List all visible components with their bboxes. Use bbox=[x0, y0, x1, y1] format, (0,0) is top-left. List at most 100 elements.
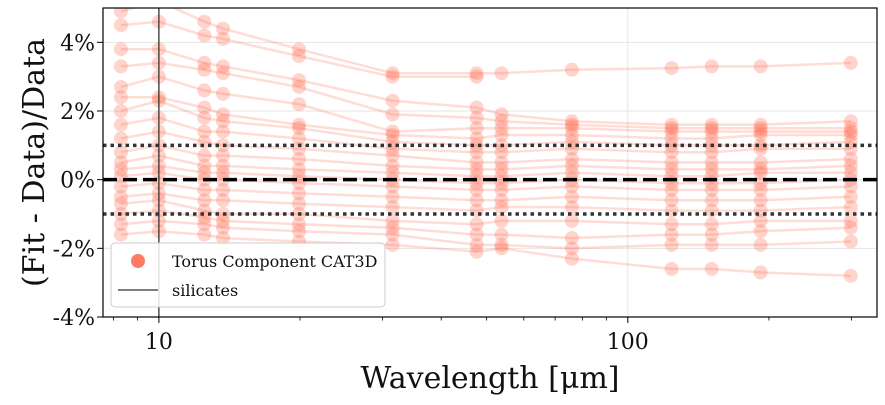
data-point bbox=[469, 131, 484, 146]
data-point bbox=[469, 155, 484, 170]
data-point bbox=[704, 203, 719, 218]
series-line bbox=[120, 209, 851, 240]
data-point bbox=[197, 14, 212, 29]
plot-frame bbox=[102, 7, 878, 318]
data-point bbox=[215, 182, 230, 197]
data-point bbox=[843, 220, 858, 235]
data-point bbox=[494, 155, 509, 170]
data-point bbox=[843, 179, 858, 194]
data-point bbox=[564, 213, 579, 228]
data-point bbox=[664, 138, 679, 153]
data-point bbox=[197, 193, 212, 208]
data-point bbox=[197, 110, 212, 125]
data-point bbox=[494, 162, 509, 177]
data-point bbox=[753, 128, 768, 143]
data-point bbox=[564, 200, 579, 215]
data-point bbox=[113, 90, 128, 105]
data-point bbox=[843, 152, 858, 167]
data-point bbox=[494, 193, 509, 208]
x-tick-label: 10 bbox=[145, 330, 173, 355]
series-line bbox=[120, 61, 851, 130]
series-12 bbox=[113, 158, 858, 191]
data-point bbox=[664, 261, 679, 276]
data-point bbox=[197, 148, 212, 163]
data-point bbox=[385, 93, 400, 108]
data-point bbox=[292, 162, 307, 177]
data-point bbox=[469, 182, 484, 197]
y-tick-label: 2% bbox=[60, 100, 95, 125]
data-point bbox=[469, 100, 484, 115]
data-point bbox=[292, 224, 307, 239]
data-point bbox=[292, 152, 307, 167]
data-point bbox=[564, 189, 579, 204]
data-point bbox=[664, 182, 679, 197]
data-point bbox=[215, 138, 230, 153]
data-point bbox=[704, 155, 719, 170]
data-point bbox=[753, 162, 768, 177]
data-point bbox=[215, 86, 230, 101]
data-point bbox=[113, 227, 128, 242]
data-point bbox=[113, 155, 128, 170]
data-point bbox=[753, 213, 768, 228]
data-point bbox=[564, 152, 579, 167]
data-point bbox=[843, 213, 858, 228]
data-point bbox=[704, 124, 719, 139]
data-point bbox=[113, 18, 128, 33]
data-point bbox=[664, 61, 679, 76]
series-line bbox=[120, 116, 851, 154]
legend: Torus Component CAT3D silicates bbox=[110, 242, 386, 308]
data-point bbox=[564, 117, 579, 132]
data-point bbox=[215, 124, 230, 139]
data-point bbox=[113, 145, 128, 160]
data-point bbox=[753, 117, 768, 132]
data-point bbox=[753, 124, 768, 139]
data-point bbox=[197, 83, 212, 98]
series-line bbox=[120, 154, 851, 178]
data-point bbox=[292, 196, 307, 211]
series-line bbox=[120, 47, 851, 126]
x-tick-label: 100 bbox=[607, 330, 649, 355]
data-point bbox=[385, 148, 400, 163]
data-point bbox=[753, 138, 768, 153]
data-point bbox=[469, 145, 484, 160]
data-point bbox=[197, 217, 212, 232]
data-point bbox=[215, 231, 230, 246]
plot-area bbox=[102, 7, 878, 318]
y-axis-title: (Fit - Data)/Data bbox=[17, 38, 52, 287]
data-point bbox=[113, 8, 128, 19]
series-9 bbox=[113, 124, 858, 170]
data-point bbox=[215, 31, 230, 46]
data-point bbox=[215, 165, 230, 180]
data-point bbox=[494, 66, 509, 81]
series-line bbox=[120, 192, 851, 212]
data-point bbox=[469, 217, 484, 232]
data-point bbox=[215, 213, 230, 228]
data-point bbox=[469, 227, 484, 242]
data-point bbox=[292, 217, 307, 232]
data-point bbox=[197, 100, 212, 115]
data-point bbox=[753, 59, 768, 74]
data-point bbox=[664, 124, 679, 139]
series-line bbox=[120, 75, 851, 133]
data-point bbox=[215, 148, 230, 163]
series-10 bbox=[113, 138, 858, 177]
data-point bbox=[564, 62, 579, 77]
y-axis: 4% 2% 0% -2% -4% bbox=[53, 31, 103, 331]
data-point bbox=[664, 121, 679, 136]
series-line bbox=[120, 229, 851, 278]
data-point bbox=[385, 179, 400, 194]
series-line bbox=[120, 144, 851, 171]
data-point bbox=[469, 66, 484, 81]
data-point bbox=[215, 59, 230, 74]
data-point bbox=[753, 224, 768, 239]
data-point bbox=[385, 237, 400, 252]
data-point bbox=[385, 200, 400, 215]
data-point bbox=[494, 107, 509, 122]
series-line bbox=[120, 96, 851, 140]
data-point bbox=[753, 155, 768, 170]
data-point bbox=[843, 165, 858, 180]
data-point bbox=[753, 182, 768, 197]
data-point bbox=[292, 186, 307, 201]
data-point bbox=[564, 165, 579, 180]
